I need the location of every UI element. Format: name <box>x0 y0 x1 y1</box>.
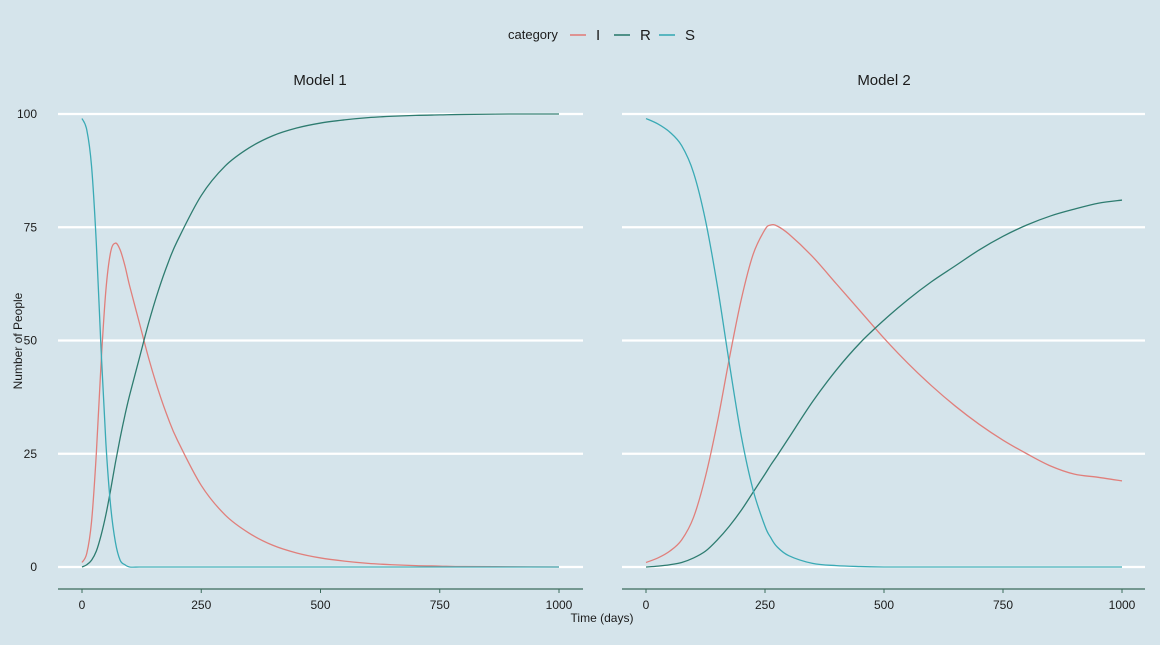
series-line-i <box>81 242 560 568</box>
series-line-r <box>645 199 1123 568</box>
x-tick-label: 500 <box>310 598 330 612</box>
y-tick-label: 25 <box>24 447 38 461</box>
y-tick-label: 50 <box>24 334 38 348</box>
x-tick-label: 1000 <box>1109 598 1136 612</box>
legend-title: category <box>508 27 558 42</box>
legend-label-s: S <box>685 27 695 44</box>
series-line-s <box>645 117 1122 568</box>
y-tick-label: 100 <box>17 107 37 121</box>
series-line-r <box>81 113 560 568</box>
y-tick-label: 75 <box>24 220 38 234</box>
legend-item-i: I <box>570 27 600 44</box>
series-line-s <box>81 118 559 568</box>
x-tick-label: 0 <box>79 598 86 612</box>
x-tick-label: 750 <box>993 598 1013 612</box>
y-tick-label: 0 <box>30 560 37 574</box>
x-tick-label: 500 <box>874 598 894 612</box>
x-axis-title: Time (days) <box>571 611 634 625</box>
panel-2: Model 2 0 250 500 750 1000 <box>622 72 1145 612</box>
legend-label-i: I <box>596 27 600 44</box>
panel-title: Model 2 <box>857 72 910 89</box>
legend-item-r: R <box>614 27 651 44</box>
legend-item-s: S <box>659 27 695 44</box>
legend: category I R S <box>508 27 695 44</box>
x-tick-label: 1000 <box>546 598 573 612</box>
x-tick-label: 750 <box>430 598 450 612</box>
y-axis-title: Number of People <box>11 292 25 389</box>
x-tick-label: 250 <box>191 598 211 612</box>
panel-title: Model 1 <box>293 72 346 89</box>
series-line-i <box>645 223 1123 564</box>
x-tick-label: 250 <box>755 598 775 612</box>
x-tick-label: 0 <box>643 598 650 612</box>
legend-label-r: R <box>640 27 651 44</box>
